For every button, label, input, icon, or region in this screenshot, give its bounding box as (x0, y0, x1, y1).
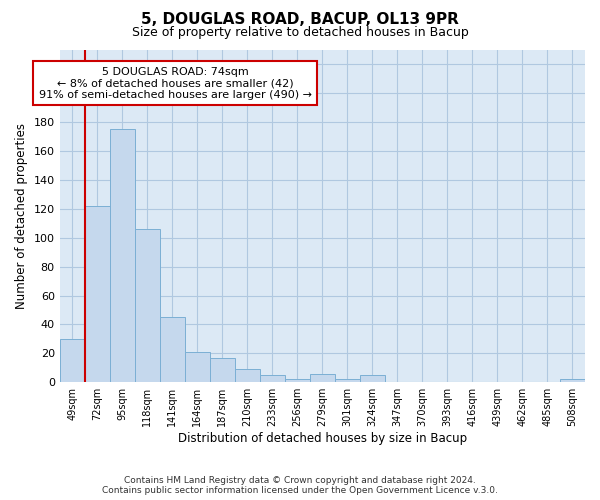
Bar (110, 130, 135, 382)
Bar (335, 380, 360, 382)
Bar (210, 358, 235, 382)
Bar (59, 339, 85, 382)
Bar (260, 375, 285, 382)
Bar (360, 375, 385, 382)
Bar (310, 374, 335, 382)
Bar (85, 206, 110, 382)
Bar (135, 229, 160, 382)
Bar (185, 352, 210, 382)
Y-axis label: Number of detached properties: Number of detached properties (15, 123, 28, 309)
Bar (560, 380, 585, 382)
Text: 5, DOUGLAS ROAD, BACUP, OL13 9PR: 5, DOUGLAS ROAD, BACUP, OL13 9PR (141, 12, 459, 28)
X-axis label: Distribution of detached houses by size in Bacup: Distribution of detached houses by size … (178, 432, 467, 445)
Text: Size of property relative to detached houses in Bacup: Size of property relative to detached ho… (131, 26, 469, 39)
Text: Contains HM Land Registry data © Crown copyright and database right 2024.
Contai: Contains HM Land Registry data © Crown c… (102, 476, 498, 495)
Bar (285, 380, 310, 382)
Bar (160, 317, 185, 382)
Bar (235, 369, 260, 382)
Text: 5 DOUGLAS ROAD: 74sqm
← 8% of detached houses are smaller (42)
91% of semi-detac: 5 DOUGLAS ROAD: 74sqm ← 8% of detached h… (39, 66, 312, 100)
